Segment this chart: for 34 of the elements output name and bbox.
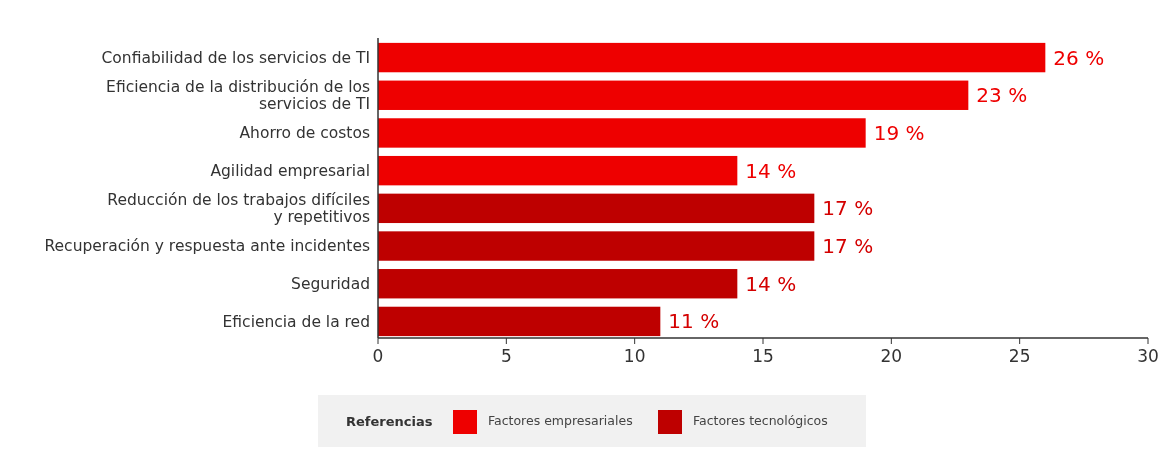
data-label: 14 %: [745, 158, 797, 183]
data-label: 11 %: [668, 309, 720, 334]
bar: [378, 269, 738, 299]
y-tick-label: Eficiencia de la red: [222, 312, 370, 331]
y-tick-label: Ahorro de costos: [239, 124, 370, 143]
y-tick-label: Recuperación y respuesta ante incidentes: [44, 237, 370, 256]
x-tick-label: 25: [1008, 346, 1031, 366]
bar: [378, 118, 866, 148]
legend-title: Referencias: [346, 413, 433, 429]
x-tick-label: 0: [372, 346, 384, 366]
y-tick-label: Eficiencia de la distribución de los servicios de TI: [106, 78, 370, 114]
y-tick-label: Reducción de los trabajos difíciles y repetitivos: [107, 191, 370, 227]
data-label: 14 %: [745, 271, 797, 296]
bar: [378, 193, 815, 224]
legend-label: Factores tecnológicos: [693, 413, 828, 429]
x-tick-label: 30: [1137, 346, 1159, 366]
legend-label: Factores empresariales: [488, 413, 633, 429]
data-label: 17 %: [822, 196, 874, 221]
bar: [378, 80, 969, 110]
y-tick-label: Seguridad: [291, 275, 370, 294]
data-label: 23 %: [976, 83, 1028, 108]
data-label: 19 %: [873, 120, 925, 145]
x-tick-label: 10: [623, 346, 646, 366]
data-label: 17 %: [822, 234, 874, 259]
bar: [378, 155, 738, 186]
y-tick-label: Confiabilidad de los servicios de TI: [101, 49, 370, 68]
data-label: 26 %: [1053, 45, 1105, 70]
bar: [378, 231, 815, 261]
x-tick-label: 15: [752, 346, 774, 366]
bar: [378, 306, 661, 337]
x-tick-label: 5: [500, 346, 512, 366]
bar: [378, 42, 1046, 73]
x-tick-label: 20: [880, 346, 903, 366]
y-tick-label: Agilidad empresarial: [210, 162, 370, 181]
